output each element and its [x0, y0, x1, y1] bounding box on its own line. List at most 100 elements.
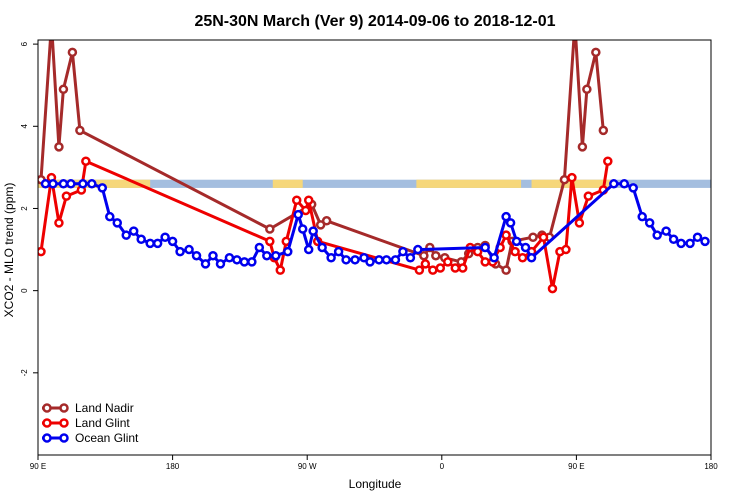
data-point	[661, 226, 671, 236]
data-point	[300, 205, 311, 216]
legend-marker	[59, 433, 69, 443]
chart-title: 25N-30N March (Ver 9) 2014-09-06 to 2018…	[194, 13, 555, 30]
legend-marker	[59, 418, 69, 428]
data-point	[67, 47, 78, 58]
x-tick-label: 0	[440, 462, 445, 471]
data-point	[501, 265, 511, 275]
data-point	[121, 230, 131, 240]
data-point	[668, 234, 679, 245]
data-point	[303, 244, 314, 255]
data-point	[54, 142, 64, 152]
data-point	[308, 226, 318, 236]
data-point	[457, 263, 468, 273]
ocean-band	[38, 179, 711, 188]
data-point	[105, 211, 115, 222]
data-point	[567, 172, 577, 183]
data-point	[390, 255, 401, 265]
land-band	[416, 179, 522, 188]
data-point	[428, 265, 438, 275]
data-point	[175, 246, 185, 257]
data-point	[413, 244, 423, 255]
data-point	[78, 179, 88, 189]
data-point	[435, 263, 446, 273]
data-point	[501, 230, 511, 240]
data-point	[271, 250, 281, 261]
data-point	[603, 156, 613, 166]
data-point	[184, 244, 194, 255]
data-point	[97, 183, 108, 193]
data-point	[419, 250, 429, 261]
plot-frame	[37, 39, 712, 456]
legend-label: Land Nadir	[75, 401, 134, 415]
data-point	[152, 238, 163, 249]
data-point	[58, 84, 69, 95]
data-point	[398, 246, 408, 257]
data-point	[431, 250, 441, 261]
x-tick-label: 90 E	[568, 462, 584, 471]
data-point	[297, 224, 308, 234]
series-ocean-glint	[40, 179, 710, 269]
data-point	[517, 253, 528, 263]
data-point	[293, 209, 303, 220]
data-point	[574, 218, 585, 228]
data-point	[652, 230, 662, 240]
data-point	[275, 265, 286, 275]
data-point	[598, 125, 609, 136]
data-point	[317, 242, 327, 253]
data-point	[315, 220, 326, 230]
x-axis-label: Longitude	[349, 477, 402, 491]
legend-marker	[42, 418, 52, 428]
data-point	[350, 255, 360, 265]
y-tick-label: 4	[20, 124, 29, 129]
data-point	[40, 179, 51, 189]
data-point	[145, 238, 155, 249]
data-point	[644, 218, 655, 228]
data-point	[538, 232, 549, 242]
data-point	[262, 250, 272, 261]
data-point	[326, 253, 336, 263]
data-point	[112, 218, 123, 228]
data-point	[291, 195, 302, 205]
data-point	[501, 211, 511, 222]
data-point	[200, 259, 211, 269]
data-point	[87, 179, 97, 189]
data-point	[381, 255, 392, 265]
data-point	[341, 255, 351, 265]
data-point	[480, 257, 490, 267]
legend-item: Land Glint	[42, 416, 130, 430]
data-point	[561, 244, 571, 255]
data-point	[577, 142, 588, 152]
data-point	[414, 265, 425, 275]
data-point	[692, 232, 703, 242]
data-point	[61, 191, 72, 201]
data-point	[208, 250, 218, 261]
data-point	[54, 218, 64, 228]
data-point	[38, 246, 46, 257]
data-point	[254, 242, 265, 253]
data-point	[167, 236, 178, 247]
y-tick-label: -2	[20, 369, 29, 377]
data-point	[637, 211, 647, 222]
data-point	[591, 47, 601, 58]
data-point	[128, 226, 139, 236]
data-point	[321, 216, 332, 226]
data-point	[136, 234, 146, 245]
y-axis: -2 0 2 4 6	[20, 41, 38, 376]
legend-item: Ocean Glint	[42, 431, 139, 445]
data-point	[215, 259, 226, 269]
data-point	[265, 224, 275, 234]
series-layer	[38, 40, 710, 294]
x-tick-label: 180	[704, 462, 718, 471]
data-point	[443, 257, 453, 267]
data-point	[526, 253, 537, 263]
legend-marker	[42, 433, 52, 443]
data-point	[450, 263, 461, 273]
x-tick-label: 90 W	[298, 462, 317, 471]
legend-label: Ocean Glint	[75, 431, 139, 445]
data-point	[359, 253, 369, 263]
data-point	[191, 250, 202, 261]
legend-item: Land Nadir	[42, 401, 134, 415]
legend-label: Land Glint	[75, 416, 130, 430]
data-point	[520, 242, 531, 253]
